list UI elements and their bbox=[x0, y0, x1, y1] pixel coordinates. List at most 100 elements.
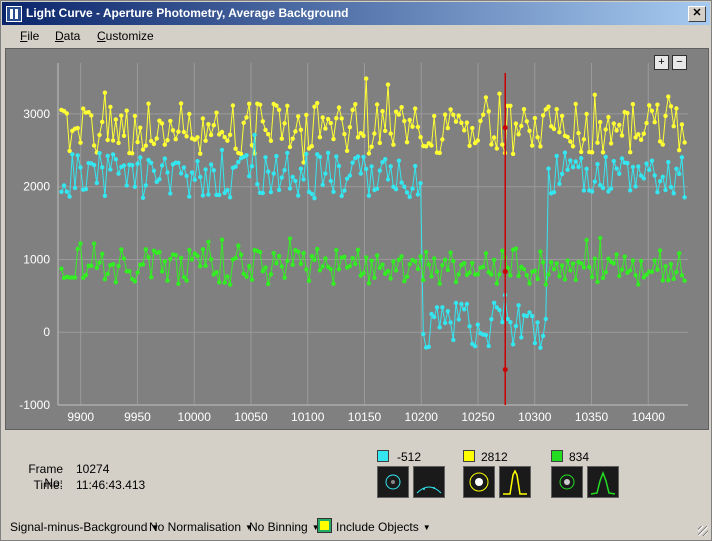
close-button[interactable]: ✕ bbox=[688, 6, 706, 22]
data-point bbox=[97, 151, 102, 156]
data-point bbox=[247, 101, 252, 106]
data-point bbox=[546, 166, 551, 171]
chart-svg[interactable]: 9900 9950 10000 10050 10100 10150 10200 10250 10… bbox=[6, 49, 708, 429]
data-point bbox=[388, 164, 393, 169]
data-point bbox=[290, 136, 295, 141]
data-point bbox=[540, 260, 546, 265]
data-point bbox=[647, 103, 652, 108]
data-point bbox=[328, 267, 333, 272]
data-point bbox=[535, 276, 540, 282]
data-point bbox=[630, 164, 636, 170]
data-point bbox=[317, 135, 323, 140]
data-point bbox=[652, 173, 657, 178]
x-tick-label: 10000 bbox=[178, 410, 212, 424]
data-point bbox=[413, 106, 418, 111]
data-point bbox=[108, 167, 113, 172]
x-tick-label: 9950 bbox=[124, 410, 151, 424]
data-point bbox=[181, 274, 187, 280]
data-point bbox=[268, 138, 274, 143]
data-point bbox=[135, 270, 140, 275]
data-point bbox=[494, 281, 499, 286]
data-point bbox=[78, 140, 83, 145]
data-point bbox=[418, 254, 423, 259]
data-point bbox=[592, 256, 597, 261]
profile-thumbnail-blue[interactable] bbox=[413, 466, 445, 498]
data-point bbox=[442, 112, 448, 117]
data-point bbox=[247, 174, 252, 179]
data-point bbox=[445, 125, 450, 131]
data-point bbox=[527, 310, 532, 315]
data-point bbox=[562, 277, 568, 282]
data-point bbox=[274, 103, 279, 108]
data-point bbox=[633, 273, 638, 278]
data-point bbox=[323, 256, 328, 261]
data-point bbox=[636, 164, 641, 169]
data-point bbox=[682, 195, 687, 200]
data-point bbox=[241, 271, 246, 276]
data-point bbox=[641, 176, 646, 181]
data-point bbox=[595, 279, 600, 285]
data-point bbox=[162, 156, 167, 161]
data-point bbox=[671, 276, 676, 282]
zoom-out-button[interactable]: − bbox=[672, 55, 687, 70]
data-point bbox=[532, 115, 538, 121]
data-point bbox=[162, 259, 167, 264]
menu-customize[interactable]: Customize bbox=[97, 29, 154, 43]
profile-thumbnail-green[interactable] bbox=[587, 466, 619, 498]
data-point bbox=[306, 278, 312, 283]
data-point bbox=[353, 102, 358, 107]
profile-thumbnail-yellow[interactable] bbox=[499, 466, 531, 498]
normalisation-dropdown[interactable]: No Normalisation ▼ bbox=[149, 520, 253, 534]
include-objects-dropdown[interactable]: Include Objects ▼ bbox=[336, 520, 431, 534]
aperture-thumbnail-green[interactable] bbox=[551, 466, 583, 498]
data-point bbox=[312, 257, 317, 263]
chevron-down-icon: ▼ bbox=[422, 523, 431, 533]
data-point bbox=[217, 280, 222, 285]
data-point bbox=[241, 120, 246, 126]
data-point bbox=[176, 129, 181, 134]
binning-dropdown[interactable]: No Binning ▼ bbox=[249, 520, 320, 534]
data-point bbox=[660, 142, 665, 147]
data-point bbox=[630, 102, 636, 107]
data-point bbox=[519, 335, 524, 340]
signal-mode-dropdown[interactable]: Signal-minus-Background ▼ bbox=[10, 520, 159, 534]
data-point bbox=[633, 184, 638, 189]
data-point bbox=[440, 305, 445, 310]
aperture-thumbnail-blue[interactable] bbox=[377, 466, 409, 498]
data-point bbox=[287, 236, 293, 241]
data-point bbox=[614, 166, 619, 171]
data-point bbox=[603, 270, 608, 275]
data-point bbox=[374, 186, 380, 191]
data-point bbox=[489, 317, 494, 322]
data-point bbox=[551, 190, 557, 195]
data-point bbox=[260, 119, 265, 124]
data-point bbox=[638, 137, 644, 142]
data-point bbox=[184, 173, 189, 179]
data-point bbox=[309, 253, 314, 259]
data-point bbox=[505, 265, 510, 271]
y-tick-label: 3000 bbox=[23, 107, 50, 121]
data-point bbox=[271, 250, 276, 256]
data-point bbox=[402, 279, 407, 284]
data-point bbox=[336, 267, 342, 272]
data-point bbox=[516, 303, 521, 308]
data-point bbox=[320, 115, 325, 120]
aperture-thumbnail-yellow[interactable] bbox=[463, 466, 495, 498]
data-point bbox=[679, 122, 685, 127]
zoom-in-button[interactable]: + bbox=[654, 55, 669, 70]
light-curve-plot[interactable]: 9900 9950 10000 10050 10100 10150 10200 10250 10… bbox=[5, 48, 709, 430]
data-point bbox=[181, 165, 187, 170]
menu-file[interactable]: File bbox=[20, 29, 40, 43]
data-point bbox=[600, 275, 606, 281]
data-point bbox=[350, 107, 355, 113]
data-point bbox=[532, 268, 538, 273]
data-point bbox=[415, 192, 421, 197]
chevron-down-icon: ▼ bbox=[311, 523, 320, 533]
resize-grip-icon[interactable] bbox=[698, 526, 708, 536]
data-point bbox=[396, 158, 402, 163]
data-point bbox=[208, 132, 214, 138]
menu-data[interactable]: Data bbox=[55, 29, 81, 43]
chevron-down-icon: ▼ bbox=[151, 523, 160, 533]
data-point bbox=[644, 272, 649, 277]
data-point bbox=[113, 117, 119, 122]
